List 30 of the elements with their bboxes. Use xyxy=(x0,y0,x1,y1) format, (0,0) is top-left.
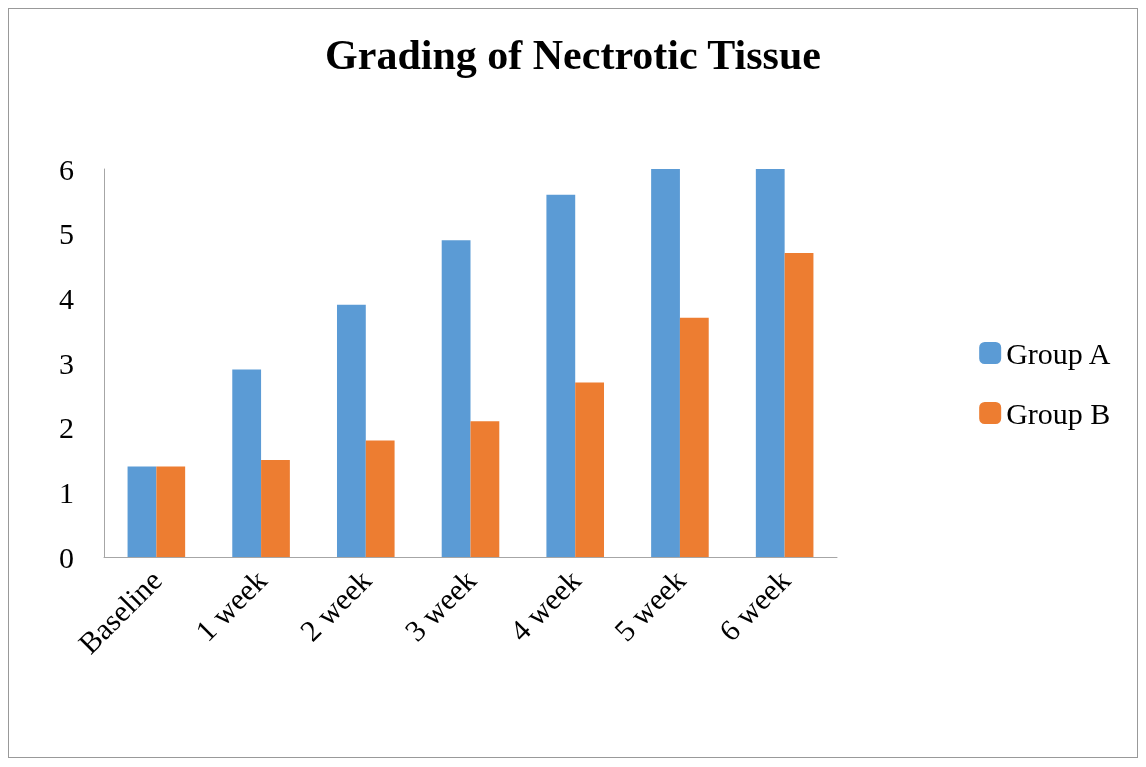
bar xyxy=(441,240,471,557)
bar xyxy=(546,194,576,557)
y-tick-label: 5 xyxy=(59,217,74,251)
bar xyxy=(232,369,262,557)
y-tick-label: 6 xyxy=(59,152,74,186)
x-tick-label: 2 week xyxy=(293,563,378,648)
bar xyxy=(784,253,814,557)
y-tick-label: 4 xyxy=(59,281,74,315)
x-tick-label: 6 week xyxy=(712,563,797,648)
y-tick-label: 0 xyxy=(59,540,74,574)
x-tick-label: 3 week xyxy=(398,563,483,648)
bar xyxy=(575,382,605,557)
bar xyxy=(755,169,785,557)
y-tick-label: 3 xyxy=(59,346,74,380)
bar xyxy=(156,466,186,557)
x-tick-label: 1 week xyxy=(188,563,273,648)
x-tick-label: 5 week xyxy=(607,563,692,648)
bar xyxy=(679,317,709,557)
bar xyxy=(336,304,366,557)
legend-label: Group B xyxy=(1006,396,1111,430)
y-tick-label: 2 xyxy=(59,411,74,445)
bar xyxy=(470,421,500,557)
bar xyxy=(127,466,157,557)
bar xyxy=(261,460,290,557)
chart-title: Grading of Nectrotic Tissue xyxy=(325,32,821,78)
y-tick-label: 1 xyxy=(59,475,74,509)
bar xyxy=(651,169,680,557)
legend-label: Group A xyxy=(1006,336,1111,370)
x-tick-label: 4 week xyxy=(502,563,587,648)
bar xyxy=(365,440,395,557)
